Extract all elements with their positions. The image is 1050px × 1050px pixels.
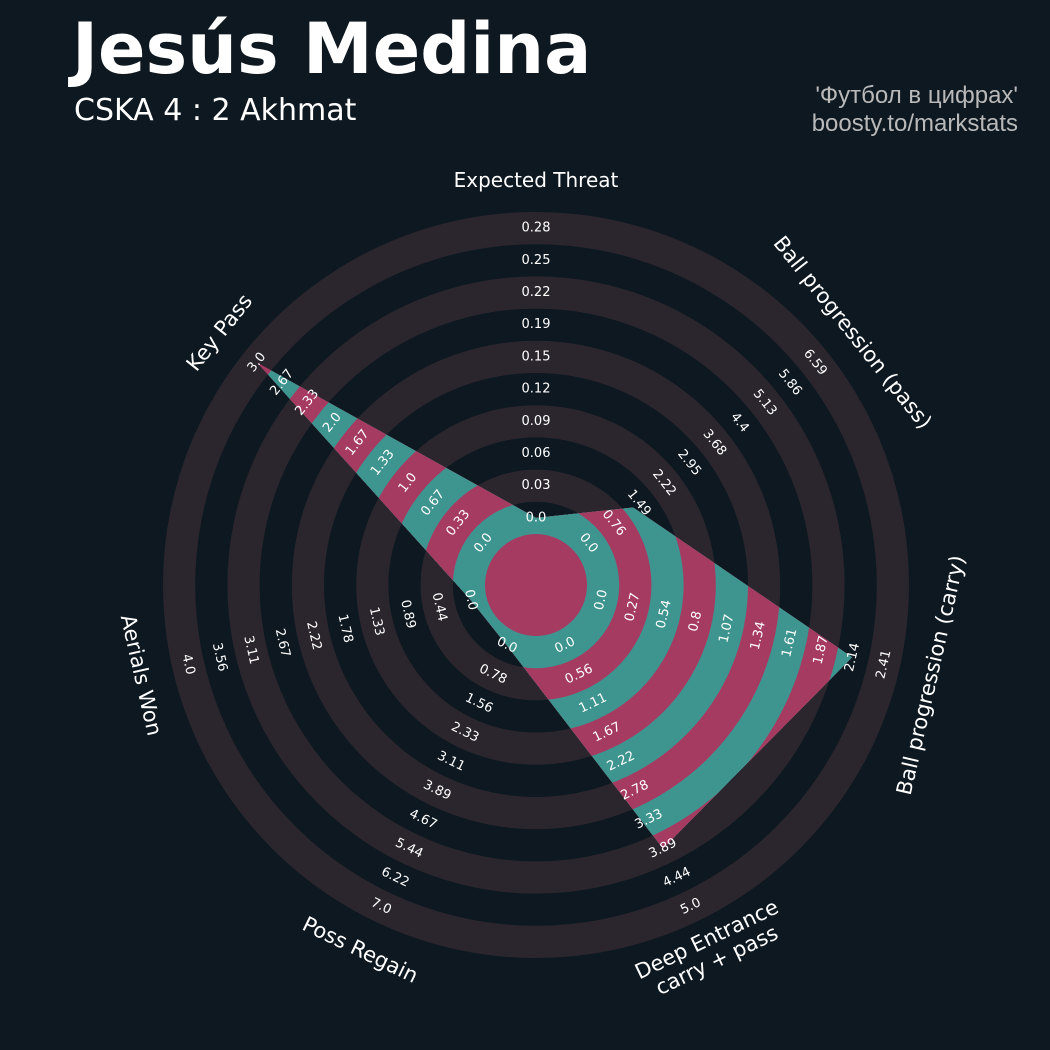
radar-tick-label: 0.27 <box>622 591 643 623</box>
radar-tick-label: 0.09 <box>522 414 551 429</box>
radar-tick-label: 1.87 <box>811 634 832 666</box>
radar-tick-label: 0.0 <box>461 588 480 612</box>
radar-tick-label: 0.0 <box>526 510 547 525</box>
radar-tick-label: 0.8 <box>686 610 705 634</box>
radar-tick-label: 0.0 <box>592 588 611 612</box>
match-subtitle: CSKA 4 : 2 Akhmat <box>74 93 357 128</box>
credit-line-1: 'Футбол в цифрах' <box>815 82 1018 109</box>
radar-tick-label: 0.06 <box>522 446 551 461</box>
radar-tick-label: 2.41 <box>873 649 894 681</box>
radar-param-label: Aerials Won <box>116 612 167 738</box>
radar-tick-label: 3.11 <box>240 634 261 666</box>
radar-tick-label: 2.14 <box>842 641 863 673</box>
radar-tick-label: 1.34 <box>748 620 769 652</box>
player-name-title: Jesús Medina <box>72 8 592 90</box>
radar-tick-label: 1.33 <box>366 606 387 638</box>
radar-tick-label: 0.54 <box>654 598 675 630</box>
radar-data-core <box>485 534 587 636</box>
radar-tick-label: 2.67 <box>272 627 293 659</box>
radar-tick-label: 3.56 <box>209 641 230 673</box>
radar-tick-label: 0.15 <box>522 349 551 364</box>
radar-tick-label: 1.61 <box>779 627 800 659</box>
radar-tick-label: 0.19 <box>522 317 551 332</box>
radar-tick-label: 1.07 <box>716 613 737 645</box>
radar-tick-label: 4.0 <box>178 653 197 677</box>
credit-line-2: boosty.to/markstats <box>811 110 1018 137</box>
radar-param-label: Expected Threat <box>454 168 619 192</box>
radar-tick-label: 0.44 <box>429 591 450 623</box>
radar-tick-label: 0.12 <box>522 382 551 397</box>
radar-tick-label: 2.22 <box>303 620 324 652</box>
credit-block: 'Футбол в цифрах' boosty.to/markstats <box>812 82 1018 138</box>
radar-tick-label: 0.25 <box>522 253 551 268</box>
radar-tick-label: 0.22 <box>522 285 551 300</box>
radar-tick-label: 0.28 <box>522 221 551 236</box>
radar-tick-label: 0.89 <box>397 598 418 630</box>
radar-tick-label: 1.78 <box>334 613 355 645</box>
radar-tick-label: 0.03 <box>522 478 551 493</box>
